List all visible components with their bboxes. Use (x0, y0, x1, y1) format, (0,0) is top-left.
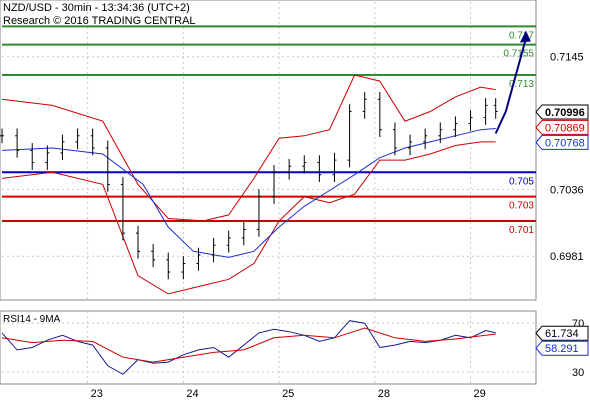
price-tag-box (535, 134, 589, 150)
price-bar (0, 128, 4, 144)
price-layer (0, 92, 498, 280)
forecast-layer (494, 30, 531, 134)
price-tag-box (535, 104, 589, 120)
level-label-resistance: 0.7155 (503, 49, 534, 60)
x-tick-label: 25 (282, 388, 294, 400)
price-bar (120, 177, 125, 241)
price-tag: 0.70869 (535, 119, 589, 135)
price-bar (90, 128, 95, 156)
header-title: NZD/USD - 30min - 13:34:36 (UTC+2) (3, 2, 190, 14)
rsi-layer (1, 320, 496, 375)
price-bar (468, 110, 473, 131)
price-tag: 0.70996 (535, 104, 589, 120)
price-bar (362, 92, 367, 119)
price-bar (60, 134, 65, 161)
price-bar (287, 158, 292, 180)
price-bar (493, 98, 498, 119)
tag-layer: 0.70996 0.70869 0.70768 61.734 58.291 (535, 104, 589, 356)
price-bar (408, 134, 413, 156)
price-bar (226, 230, 231, 253)
price-bar (166, 252, 171, 280)
rsi-y-tick-label: 30 (572, 367, 584, 379)
rsi-panel-frame (0, 310, 537, 385)
level-label-resistance: 0.713 (509, 79, 534, 90)
y-tick-label: 0.7036 (550, 184, 584, 196)
price-bar (241, 222, 246, 246)
price-bar (181, 256, 186, 280)
level-label-pivot: 0.705 (509, 176, 534, 187)
price-tag: 61.734 (535, 325, 589, 341)
price-bar (105, 140, 110, 192)
grid-layer (2, 2, 536, 384)
y-tick-label: 0.7145 (550, 52, 584, 64)
x-tick-label: 29 (474, 388, 486, 400)
price-bar (45, 145, 50, 170)
price-tag-box (535, 325, 589, 341)
price-bar (15, 128, 20, 158)
price-tag-box (535, 119, 589, 135)
price-tag-label: 0.70869 (545, 122, 585, 134)
price-bar (151, 244, 156, 268)
price-bar (317, 155, 322, 183)
level-label-support: 0.703 (509, 201, 534, 212)
rsi-line (1, 320, 496, 375)
x-tick-label: 23 (91, 388, 103, 400)
price-bar (483, 98, 488, 125)
price-panel-frame (0, 0, 537, 301)
price-bar (302, 155, 307, 174)
price-tag-label: 58.291 (545, 343, 579, 355)
price-bar (75, 128, 80, 150)
price-tag-label: 0.70768 (545, 137, 585, 149)
price-bar (332, 152, 337, 183)
price-bar (423, 128, 428, 150)
price-bar (196, 247, 201, 271)
bollinger-band-line (1, 141, 496, 295)
price-bar (136, 225, 141, 259)
price-tag: 0.70768 (535, 134, 589, 150)
price-bar (30, 143, 35, 170)
price-bar (211, 237, 216, 263)
y-tick-label: 0.6981 (550, 251, 584, 263)
price-tag-box (535, 340, 589, 356)
price-bar (453, 116, 458, 138)
level-label-support: 0.701 (509, 225, 534, 236)
price-bar (256, 189, 261, 237)
price-bar (438, 122, 443, 144)
bollinger-band-line (1, 74, 496, 222)
moving-average-line (1, 128, 496, 258)
price-bar (377, 92, 382, 138)
price-tag-label: 61.734 (545, 328, 579, 340)
levels-layer: 0.717 0.7155 0.713 0.705 0.703 0.701 (2, 25, 536, 236)
bands-layer (1, 74, 496, 295)
forecast-arrowhead (519, 30, 531, 43)
price-tag: 58.291 (535, 340, 589, 356)
x-tick-label: 28 (378, 388, 390, 400)
rsi-ma-line (1, 327, 496, 363)
forecast-arrow-line (494, 38, 527, 134)
price-bar (347, 104, 352, 168)
price-bar (272, 164, 277, 204)
header-copyright: Research © 2016 TRADING CENTRAL (3, 15, 196, 27)
x-tick-label: 24 (186, 388, 198, 400)
price-bar (392, 122, 397, 156)
level-label-resistance: 0.717 (509, 30, 534, 41)
rsi-panel-title: RSI14 - 9MA (3, 314, 61, 325)
price-tag-label: 0.70996 (545, 107, 585, 119)
